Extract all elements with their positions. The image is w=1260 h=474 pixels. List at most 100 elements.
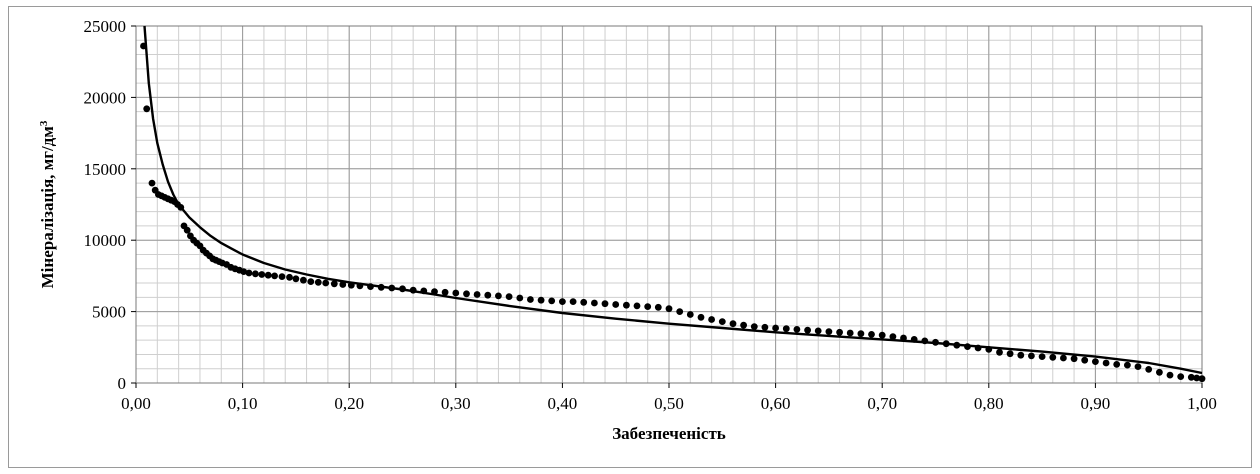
data-point [644, 303, 652, 310]
x-tick-label: 1,00 [1187, 394, 1217, 413]
data-point [623, 301, 630, 309]
data-point [516, 294, 524, 302]
data-point [388, 284, 396, 292]
data-point [910, 336, 918, 343]
data-point [140, 42, 147, 50]
y-axis-ticks: 0 5000 10000 15000 20000 25000 [84, 17, 136, 393]
data-point [633, 302, 641, 310]
data-point [665, 305, 673, 313]
data-point [1198, 375, 1206, 383]
data-point [985, 346, 993, 353]
major-gridlines [135, 25, 1203, 384]
data-point [804, 326, 811, 334]
data-point [495, 292, 502, 300]
y-tick-label: 20000 [84, 88, 127, 107]
data-point [889, 333, 897, 340]
x-tick-label: 0,30 [441, 394, 471, 413]
data-point [420, 287, 428, 295]
data-point [399, 285, 406, 293]
data-point [183, 226, 191, 234]
data-point [1193, 374, 1201, 382]
data-point [921, 337, 929, 345]
data-point [278, 273, 286, 280]
chart-svg: 0,00 0,10 0,20 0,30 0,40 0,50 0,60 0,70 0,80 0,90… [38, 17, 1217, 443]
data-point [537, 296, 545, 304]
data-point [252, 270, 259, 278]
data-point [271, 272, 278, 280]
data-point [559, 298, 566, 305]
data-point [740, 321, 747, 329]
data-point [148, 179, 156, 187]
x-tick-label: 0,60 [761, 394, 791, 413]
y-axis-title-text: Мінералізація, мг/дм [38, 126, 57, 289]
data-point [347, 281, 355, 289]
data-point [1134, 363, 1142, 370]
data-point [322, 279, 330, 287]
data-point [878, 331, 886, 339]
data-point [1006, 350, 1014, 358]
data-point [942, 340, 950, 348]
data-point [441, 288, 449, 296]
data-point [654, 303, 662, 311]
data-point [1028, 352, 1035, 360]
x-tick-label: 0,90 [1081, 394, 1111, 413]
data-point [1081, 356, 1089, 364]
data-point [452, 289, 460, 297]
data-point [825, 328, 833, 335]
data-point [1038, 353, 1046, 360]
data-point [697, 313, 705, 321]
x-tick-label: 0,70 [867, 394, 897, 413]
x-tick-label: 0,40 [548, 394, 578, 413]
data-point [300, 276, 307, 284]
data-point [527, 296, 534, 303]
chart-frame: 0,00 0,10 0,20 0,30 0,40 0,50 0,60 0,70 0,80 0,90… [8, 6, 1252, 468]
data-point [339, 281, 347, 288]
data-point [857, 330, 865, 338]
data-point [264, 271, 272, 279]
data-point [431, 288, 438, 295]
fitted-curve-line [143, 25, 1203, 375]
data-point [548, 297, 556, 305]
data-point [868, 331, 875, 338]
data-point [932, 338, 939, 346]
data-point [953, 341, 961, 349]
data-point [718, 318, 726, 325]
data-point [292, 275, 300, 283]
data-point [974, 344, 982, 352]
y-tick-label: 5000 [92, 303, 126, 322]
data-point [1049, 353, 1057, 361]
data-point [708, 316, 715, 323]
data-point [377, 283, 385, 291]
y-axis-title-superscript: 3 [38, 120, 50, 126]
data-point [473, 291, 481, 298]
data-point [782, 325, 790, 333]
data-point [330, 280, 338, 288]
data-point [836, 328, 843, 336]
x-tick-label: 0,10 [228, 394, 258, 413]
data-point [1017, 351, 1025, 359]
y-tick-label: 25000 [84, 17, 127, 36]
data-point [1166, 371, 1174, 379]
data-point [580, 298, 588, 306]
data-point [601, 300, 609, 308]
data-point [686, 311, 694, 318]
data-point [1113, 361, 1121, 368]
data-point [177, 204, 185, 211]
y-tick-label: 10000 [84, 231, 127, 250]
data-point [286, 273, 293, 281]
fitted-curve-series [143, 25, 1203, 375]
data-point [258, 271, 266, 278]
y-tick-label: 15000 [84, 160, 127, 179]
data-point [900, 334, 907, 342]
y-axis-title: Мінералізація, мг/дм3 [38, 120, 57, 288]
data-point [240, 268, 248, 275]
data-point [761, 323, 769, 331]
data-point [409, 286, 417, 294]
data-point [367, 283, 374, 290]
data-point [143, 105, 151, 113]
data-point [356, 282, 364, 290]
data-point [484, 291, 492, 299]
data-point [772, 324, 779, 332]
data-point [676, 308, 684, 315]
data-point [612, 301, 620, 308]
